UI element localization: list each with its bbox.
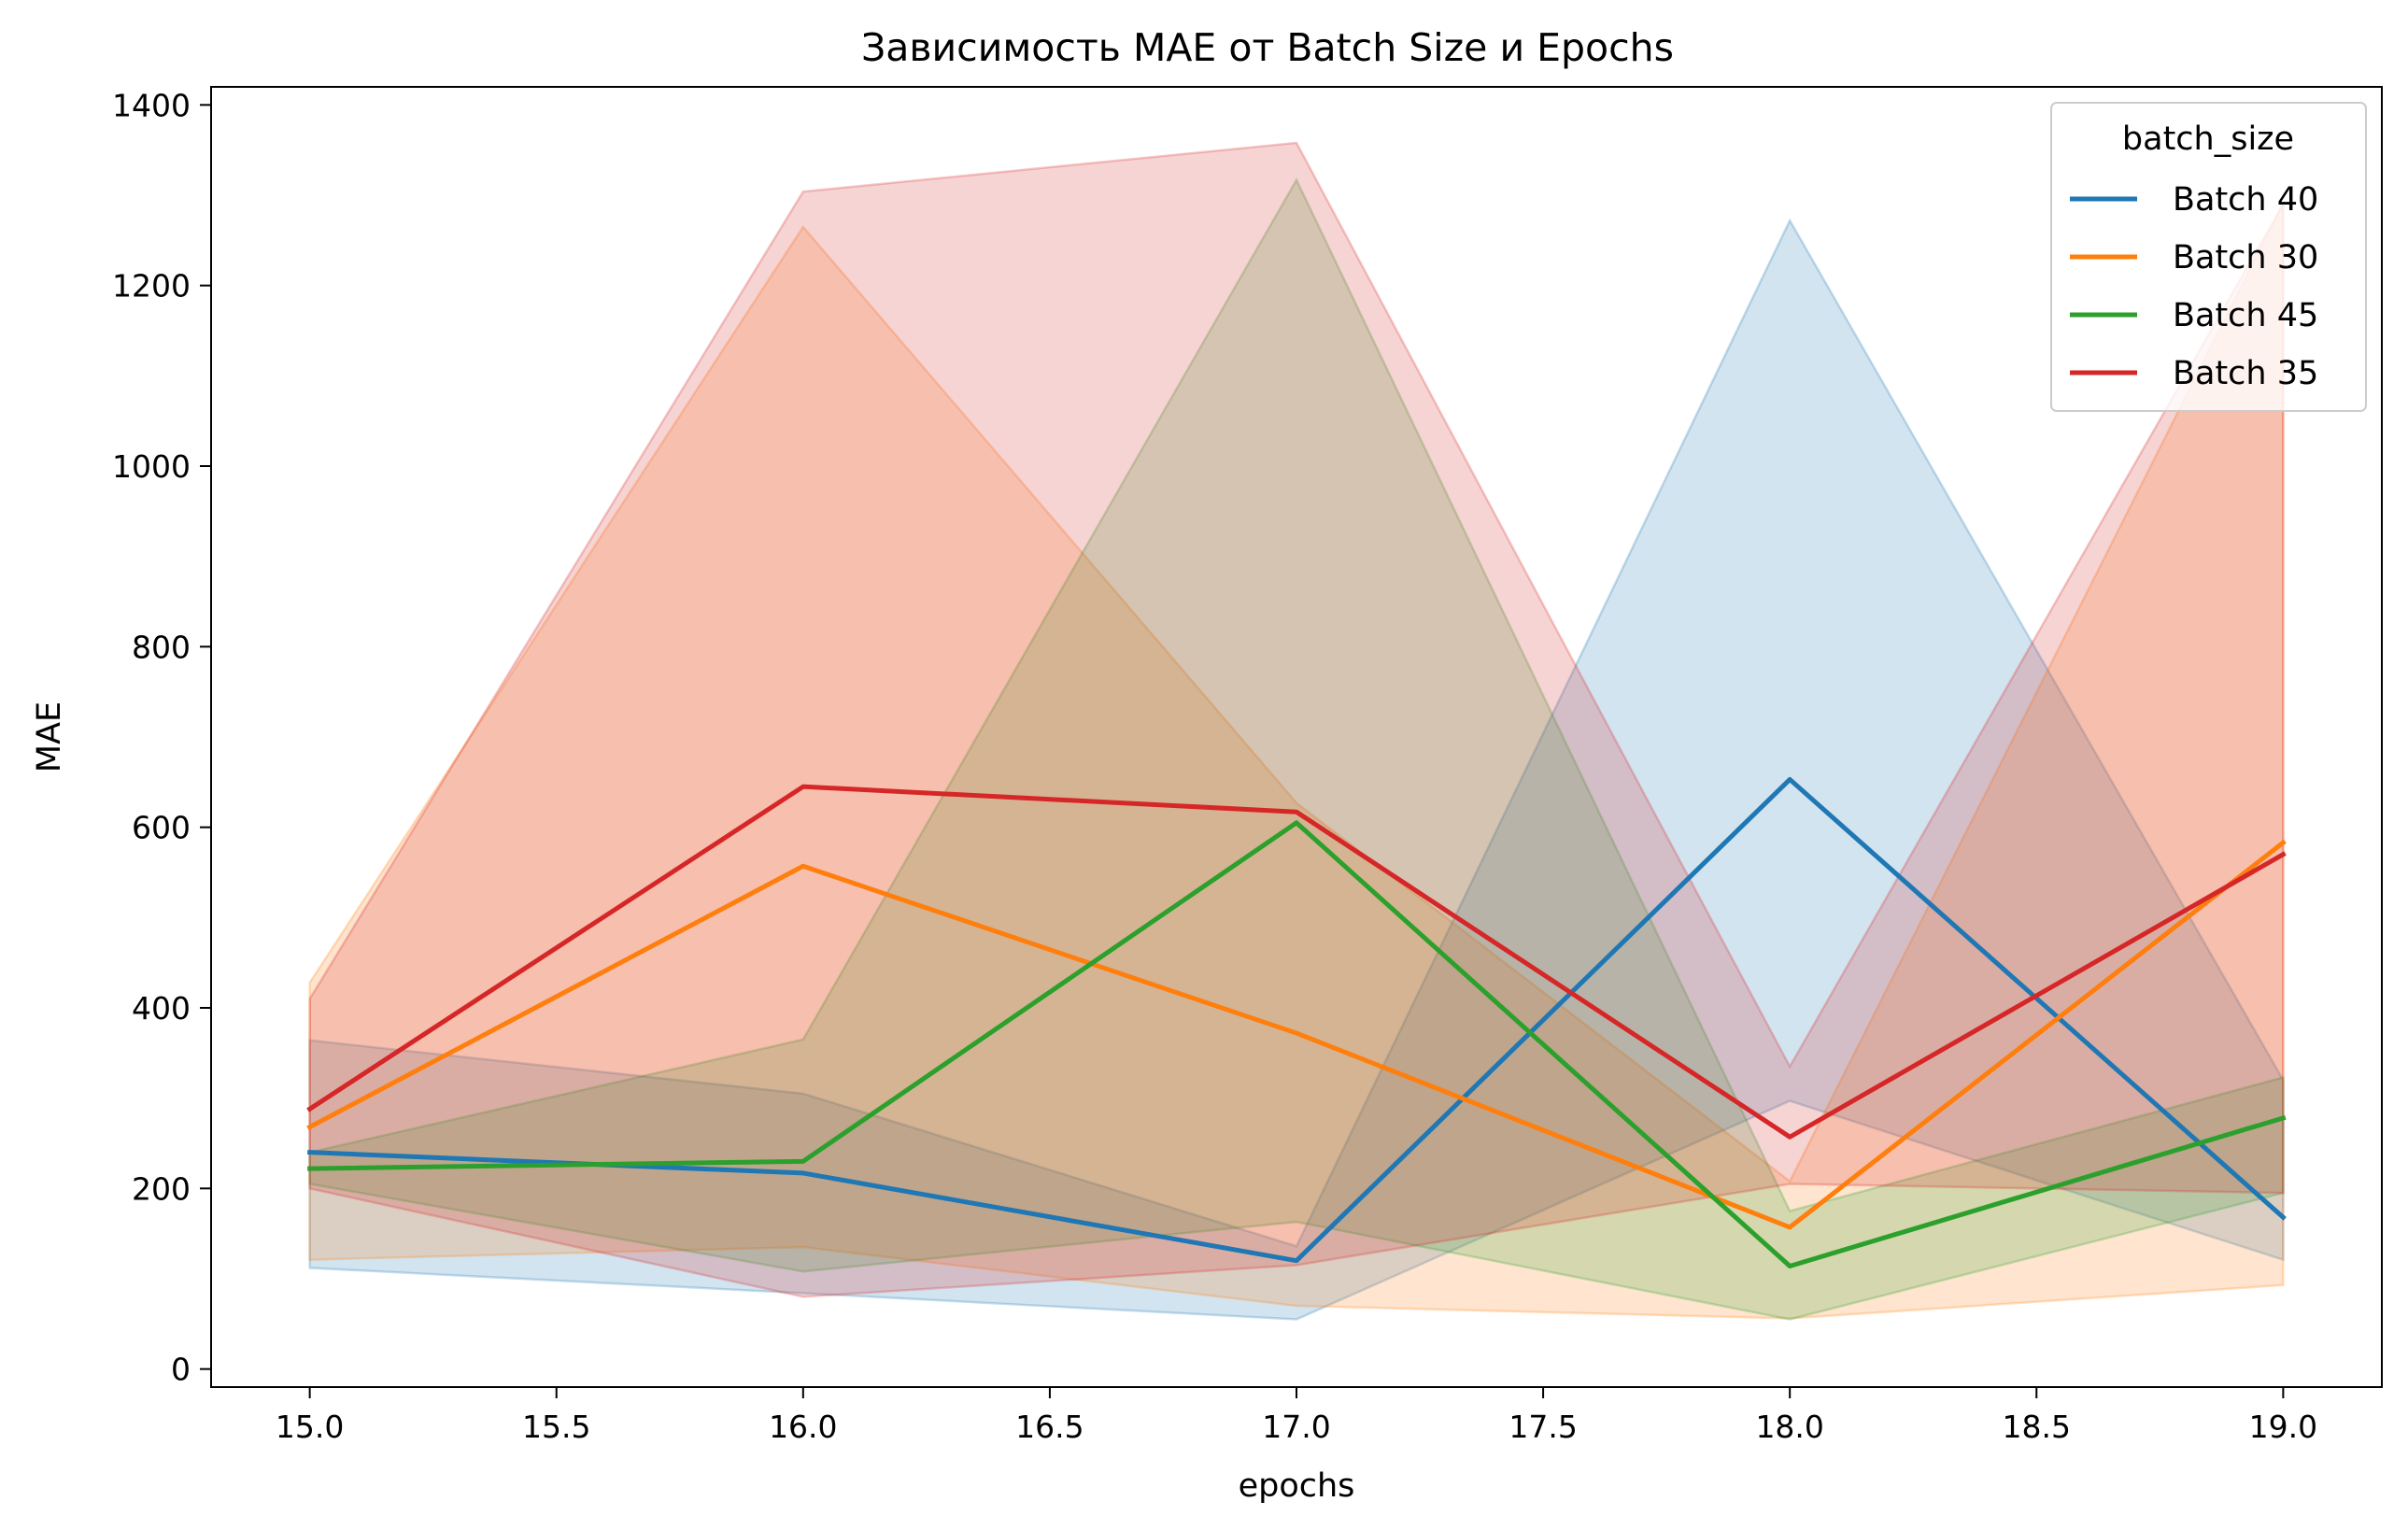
y-axis-ticks: 0 200 400 600 800 1000 1200 1400: [112, 87, 211, 1388]
legend-items: Batch 40 Batch 30 Batch 45 Batch 35: [2070, 181, 2318, 392]
series-lines: [306, 776, 2287, 1268]
y-tick-label: 600: [132, 810, 191, 846]
x-tick-label: 17.0: [1262, 1409, 1330, 1445]
y-axis-label: MAE: [31, 701, 68, 772]
legend-title: batch_size: [2122, 120, 2294, 158]
legend-box: [2050, 102, 2367, 412]
y-tick-label: 0: [171, 1352, 191, 1388]
confidence-band-batch-40: [308, 218, 2285, 1321]
x-tick-label: 15.5: [522, 1409, 590, 1445]
x-tick-label: 18.0: [1755, 1409, 1823, 1445]
legend-label-batch-30: Batch 30: [2173, 239, 2318, 276]
x-tick-label: 16.5: [1015, 1409, 1084, 1445]
legend-label-batch-35: Batch 35: [2173, 355, 2318, 392]
chart-title: Зависимость MAE от Batch Size и Epochs: [861, 25, 1674, 70]
x-tick-label: 18.5: [2003, 1409, 2071, 1445]
x-tick-label: 15.0: [276, 1409, 344, 1445]
x-axis-ticks: 15.0 15.5 16.0 16.5 17.0 17.5 18.0 18.5 19.0: [276, 1387, 2317, 1445]
legend-label-batch-45: Batch 45: [2173, 297, 2318, 334]
y-tick-label: 800: [132, 629, 191, 665]
confidence-band-batch-30: [308, 203, 2285, 1320]
series-line-batch-35: [306, 784, 2287, 1140]
series-line-batch-30: [306, 839, 2287, 1230]
y-tick-label: 1000: [112, 448, 191, 485]
series-line-batch-40: [307, 776, 2287, 1264]
x-tick-label: 16.0: [769, 1409, 837, 1445]
x-tick-label: 17.5: [1509, 1409, 1577, 1445]
legend-label-batch-40: Batch 40: [2173, 181, 2318, 219]
confidence-band-batch-35: [308, 141, 2285, 1298]
y-tick-label: 200: [132, 1170, 191, 1207]
confidence-bands: [308, 141, 2285, 1321]
x-axis-label: epochs: [1239, 1467, 1355, 1505]
confidence-band-batch-45: [308, 177, 2285, 1321]
y-tick-label: 1400: [112, 87, 191, 123]
y-tick-label: 1200: [112, 268, 191, 305]
y-tick-label: 400: [132, 990, 191, 1027]
x-tick-label: 19.0: [2249, 1409, 2317, 1445]
series-line-batch-45: [307, 820, 2287, 1268]
